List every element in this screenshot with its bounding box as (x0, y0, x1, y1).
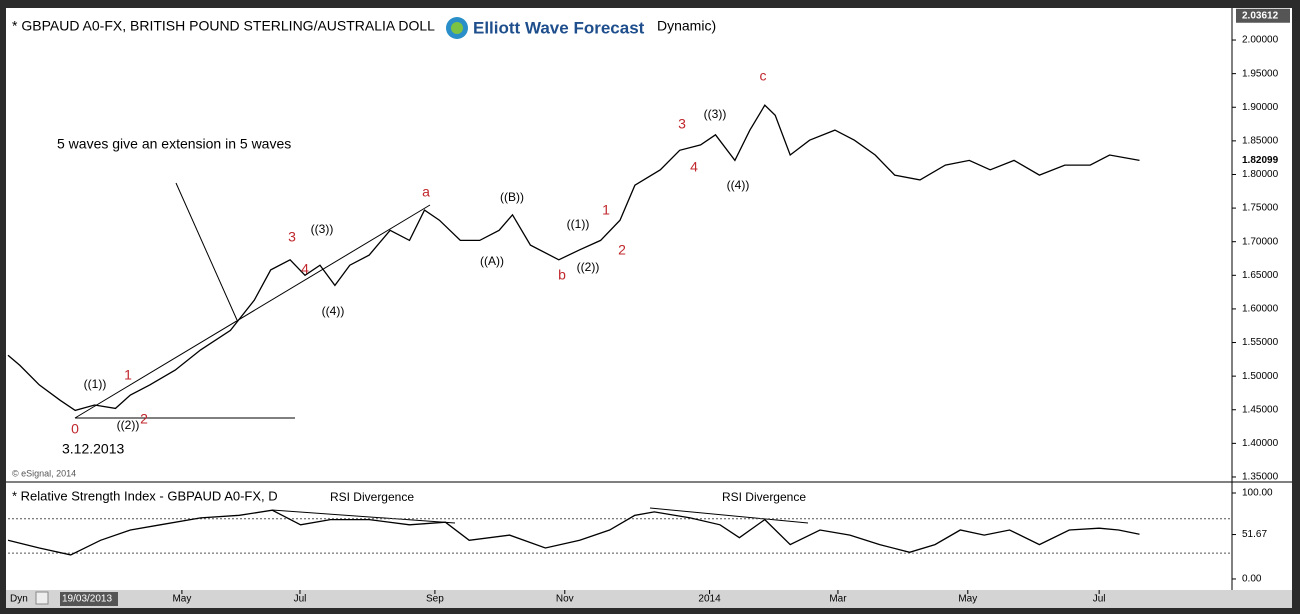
x-tick-label: 2014 (698, 594, 721, 605)
x-tick-label: Mar (829, 594, 847, 605)
price-line (7, 104, 1140, 412)
wave-label: 3 (678, 116, 686, 132)
wave-label: ((1)) (84, 377, 107, 391)
wave-label: 4 (301, 261, 309, 277)
wave-label: ((A)) (480, 254, 504, 268)
divergence-line (649, 507, 809, 524)
y-tick-label: 51.67 (1242, 529, 1267, 540)
x-tick-label: Jul (294, 594, 307, 605)
wave-label: b (558, 267, 566, 283)
rsi-title: * Relative Strength Index - GBPAUD A0-FX… (12, 488, 278, 503)
logo-text: Elliott Wave Forecast (473, 18, 645, 37)
wave-label: 4 (690, 159, 698, 175)
price-label: 2.03612 (1242, 10, 1279, 21)
wave-label: a (422, 184, 430, 200)
y-tick-label: 1.35000 (1242, 472, 1279, 483)
wave-label: ((3)) (311, 222, 334, 236)
wave-label: 3 (288, 229, 296, 245)
logo-icon (451, 22, 463, 34)
price-label: 1.82099 (1242, 155, 1279, 166)
y-tick-label: 1.85000 (1242, 136, 1279, 147)
x-tick-label: Nov (556, 594, 574, 605)
x-tick-label: Sep (426, 594, 444, 605)
wave-label: 0 (71, 421, 79, 437)
y-tick-label: 1.45000 (1242, 404, 1279, 415)
y-tick-label: 1.75000 (1242, 203, 1279, 214)
y-tick-label: 1.55000 (1242, 337, 1279, 348)
chart-title: Dynamic) (657, 18, 716, 34)
y-tick-label: 1.70000 (1242, 236, 1279, 247)
price-line (7, 509, 1140, 556)
wave-label: 2 (618, 242, 626, 258)
rsi-annotation: RSI Divergence (722, 490, 806, 504)
y-tick-label: 1.80000 (1242, 169, 1279, 180)
wave-label: 3.12.2013 (62, 441, 124, 457)
layout-name: Dyn (10, 594, 28, 605)
y-tick-label: 0.00 (1242, 574, 1262, 585)
wave-label: c (760, 68, 767, 84)
x-tick-label: May (958, 594, 977, 605)
rsi-annotation: RSI Divergence (330, 490, 414, 504)
wave-label: ((4)) (727, 178, 750, 192)
x-axis-strip (6, 590, 1292, 608)
y-tick-label: 1.90000 (1242, 102, 1279, 113)
price-label-box (1236, 153, 1290, 168)
wave-label: 5 waves give an extension in 5 waves (57, 136, 291, 152)
panel-bg (6, 8, 1292, 590)
x-tick-label: Jul (1093, 594, 1106, 605)
copyright: © eSignal, 2014 (12, 468, 76, 478)
wave-label: ((1)) (567, 217, 590, 231)
chart-title: * GBPAUD A0-FX, BRITISH POUND STERLING/A… (12, 18, 435, 34)
y-tick-label: 1.50000 (1242, 371, 1279, 382)
logo: Elliott Wave Forecast (440, 14, 656, 42)
y-tick-label: 1.60000 (1242, 304, 1279, 315)
layout-button[interactable] (35, 591, 49, 605)
logo-bg (440, 14, 656, 42)
divergence-line (271, 509, 456, 524)
cursor-date-box (60, 592, 118, 606)
y-tick-label: 1.95000 (1242, 68, 1279, 79)
pointer-line (175, 182, 238, 321)
wave-label: ((B)) (500, 190, 524, 204)
price-label-box (1236, 8, 1290, 23)
y-tick-label: 100.00 (1242, 488, 1273, 499)
wave-label: ((2)) (577, 260, 600, 274)
y-tick-label: 1.65000 (1242, 270, 1279, 281)
trend-line (74, 204, 431, 419)
wave-label: 1 (124, 367, 132, 383)
cursor-date: 19/03/2013 (62, 594, 112, 605)
wave-label: 2 (140, 411, 148, 427)
wave-label: ((3)) (704, 107, 727, 121)
y-tick-label: 2.00000 (1242, 35, 1279, 46)
wave-label: 1 (602, 202, 610, 218)
y-tick-label: 1.40000 (1242, 438, 1279, 449)
wave-label: ((2)) (117, 418, 140, 432)
x-tick-label: May (172, 594, 191, 605)
wave-label: ((4)) (322, 304, 345, 318)
